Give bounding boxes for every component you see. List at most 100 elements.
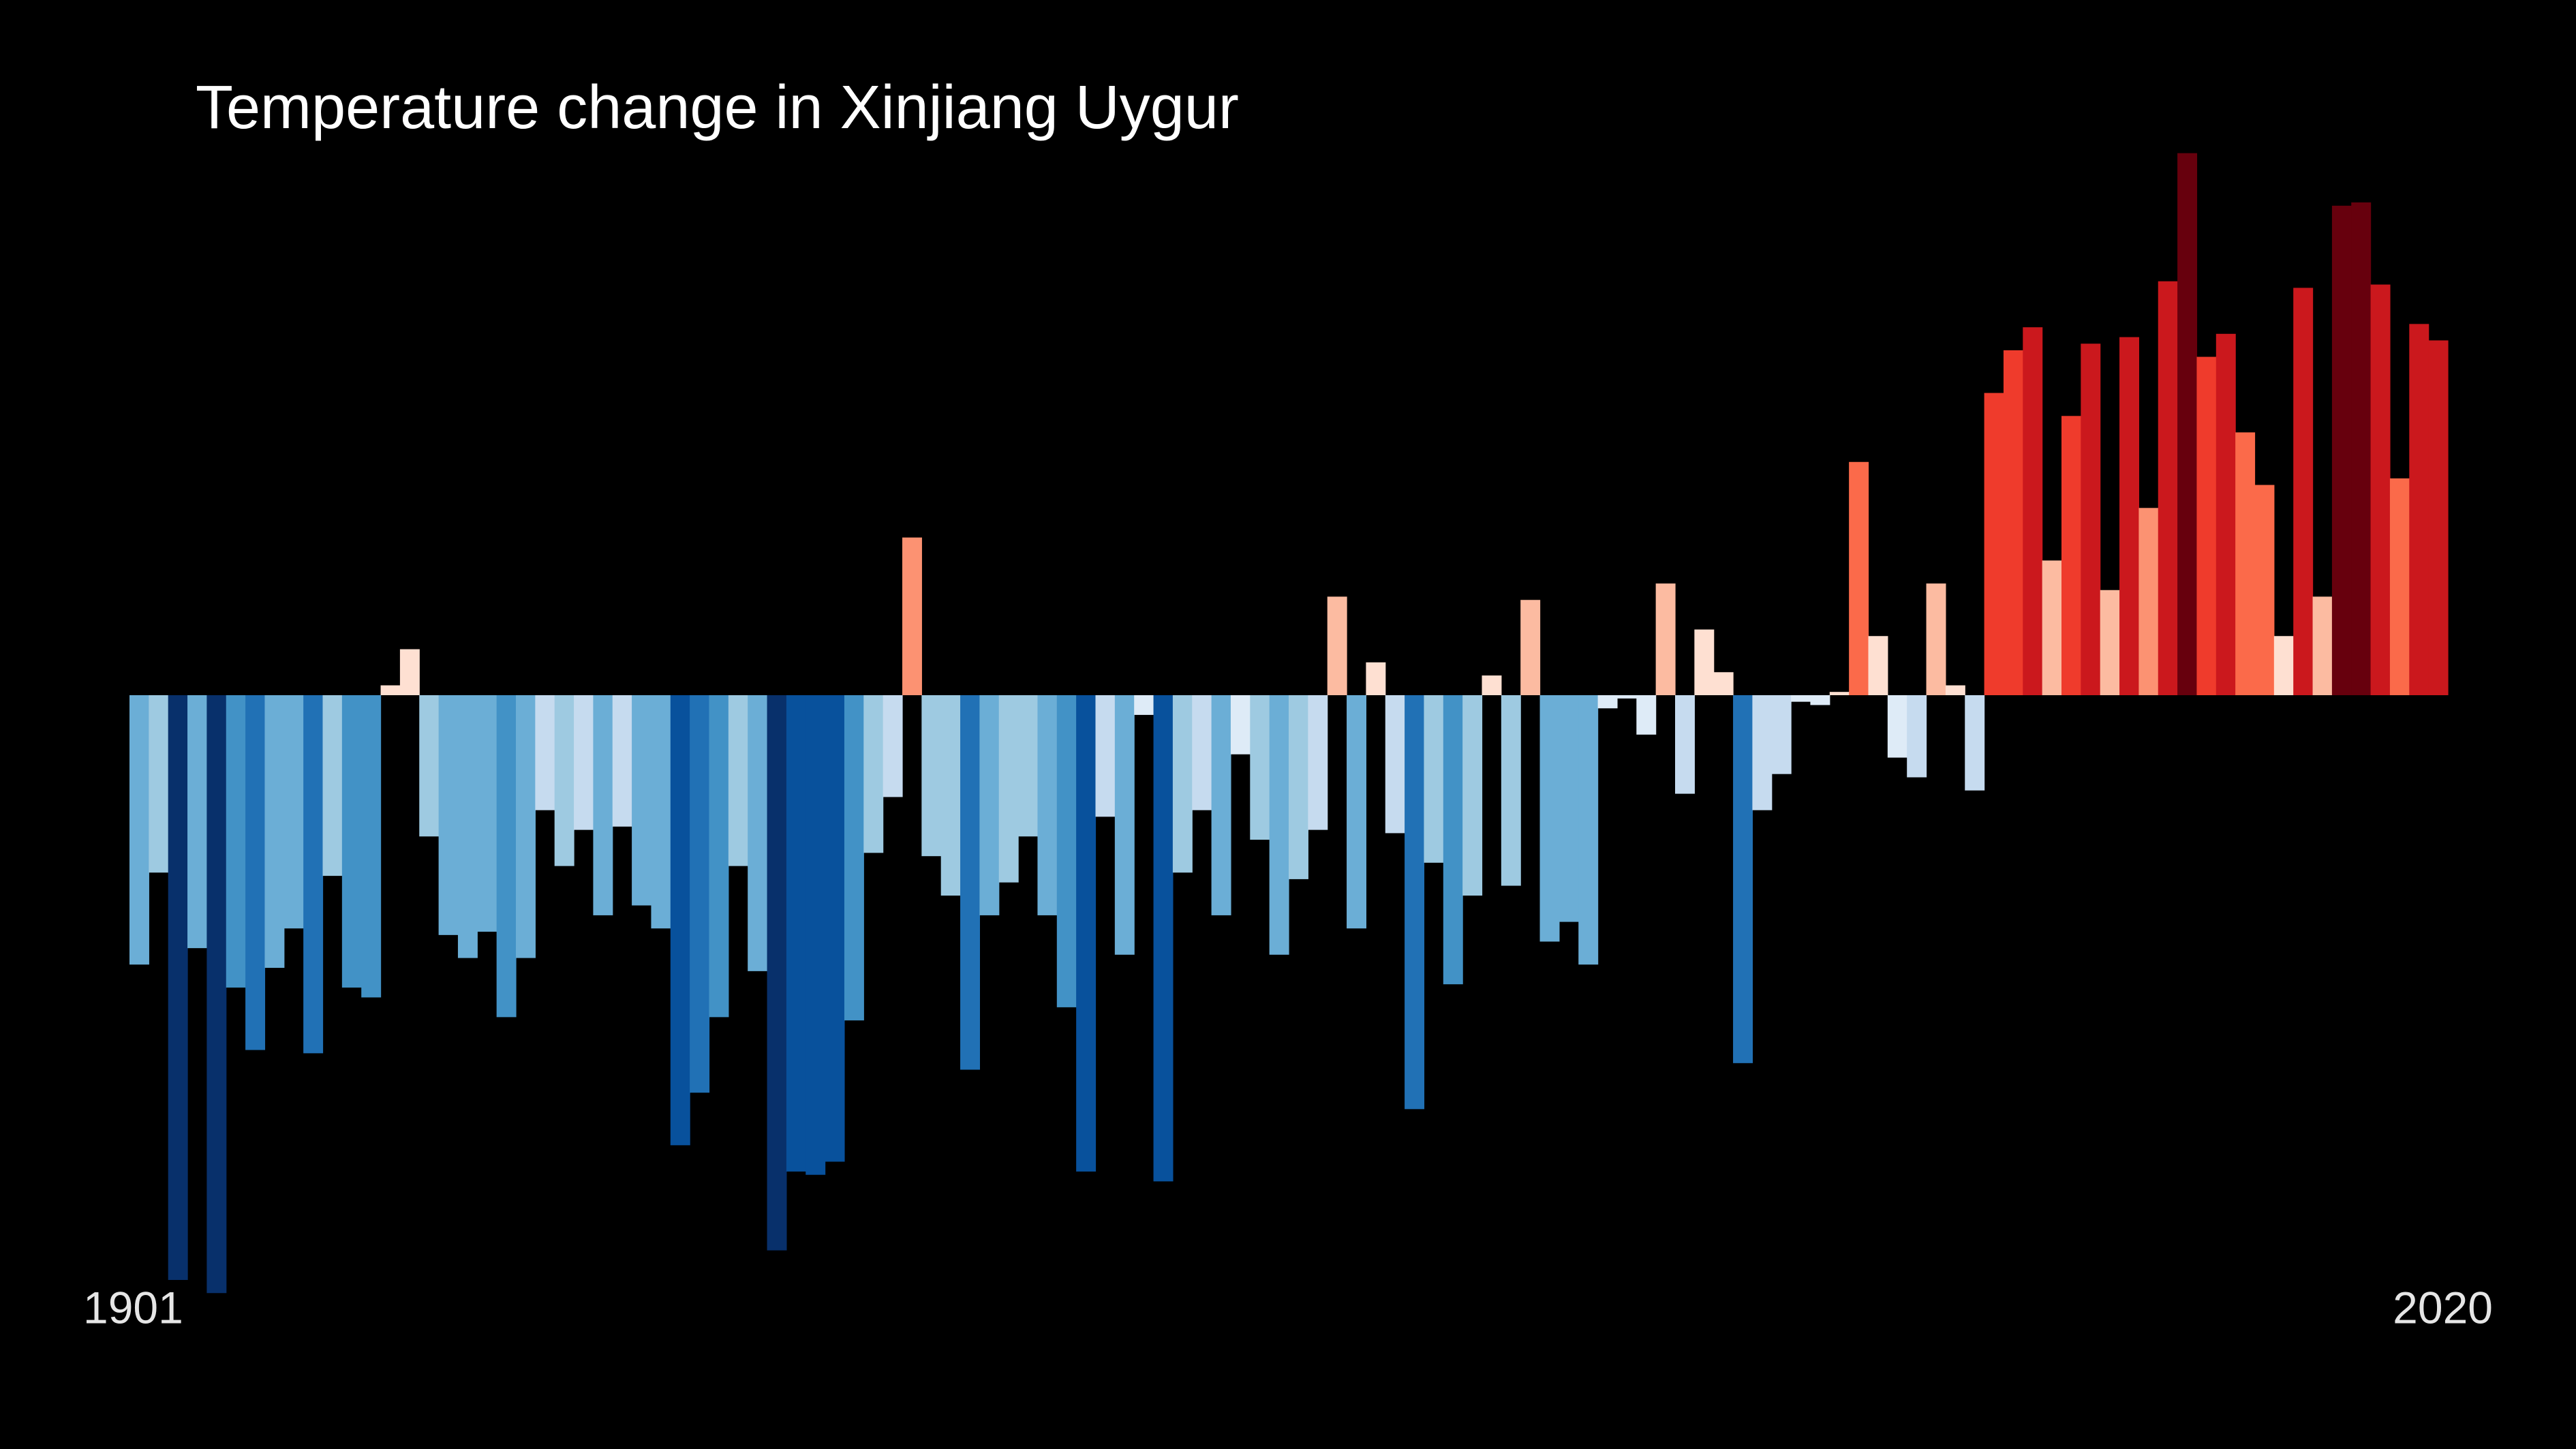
year-label: 2020 (2393, 1282, 2493, 1332)
bar (1462, 695, 1483, 896)
bar (2370, 284, 2391, 695)
bar (554, 695, 574, 866)
bar (1829, 692, 1850, 695)
bar (748, 695, 768, 971)
bar (1752, 695, 1773, 810)
year-label: 1901 (83, 1282, 183, 1332)
bar (2409, 324, 2429, 696)
bar (670, 695, 690, 1146)
bar (921, 695, 942, 857)
bar (2351, 202, 2372, 695)
bar (477, 695, 497, 932)
bar (1984, 393, 2004, 695)
bar (1713, 672, 1734, 695)
bar (1250, 695, 1270, 840)
bar (1810, 695, 1830, 705)
bar (902, 537, 922, 695)
bar (979, 695, 1000, 915)
bar (1230, 695, 1251, 754)
bar (1597, 695, 1618, 709)
bar (690, 695, 710, 1093)
bar (1385, 695, 1405, 834)
bar (1520, 600, 1541, 695)
bar (2100, 590, 2120, 695)
bar (1616, 695, 1637, 699)
bar (2389, 478, 2410, 695)
bar (612, 695, 632, 827)
bar (1501, 695, 1521, 886)
bar (1424, 695, 1444, 863)
bar (1192, 695, 1212, 810)
bar (1849, 461, 1869, 695)
bar (245, 695, 266, 1050)
bar (1887, 695, 1907, 758)
bar (226, 695, 246, 988)
bar (767, 695, 787, 1251)
bar (1539, 695, 1560, 942)
bar (863, 695, 884, 853)
bar (632, 695, 652, 906)
bar (149, 695, 169, 873)
bar (2177, 153, 2198, 695)
bar (2158, 281, 2178, 695)
bar (1945, 685, 1965, 695)
bar (1114, 695, 1135, 955)
bar (2312, 596, 2333, 695)
bar (1655, 583, 1676, 695)
bar (2428, 340, 2449, 695)
bar (1907, 695, 1927, 778)
bar (1578, 695, 1599, 965)
bar (1482, 675, 1502, 695)
bar (2331, 205, 2352, 695)
bar (1733, 695, 1753, 1063)
bar (206, 695, 227, 1294)
bar (399, 649, 420, 695)
bar (361, 695, 382, 998)
bar (496, 695, 517, 1018)
bar (438, 695, 459, 935)
bar (457, 695, 478, 958)
bar (825, 695, 845, 1162)
bar (1269, 695, 1289, 955)
bar (1018, 695, 1039, 837)
bar (1636, 695, 1657, 735)
bar (535, 695, 555, 810)
bar (844, 695, 864, 1021)
bar (2003, 350, 2023, 695)
bar (322, 695, 343, 876)
bar (129, 695, 149, 965)
bar (1347, 695, 1366, 929)
bar (380, 685, 401, 695)
bar (264, 695, 285, 968)
bar (516, 695, 536, 958)
bar (2061, 416, 2081, 695)
bar (2235, 432, 2256, 695)
bar (1694, 629, 1715, 695)
bar (1056, 695, 1077, 1007)
bar (2293, 288, 2314, 695)
bar (2081, 344, 2101, 695)
bar (651, 695, 671, 929)
bar (1926, 583, 1946, 695)
bar (960, 695, 980, 1070)
bar (1134, 695, 1154, 715)
bar (1327, 596, 1347, 695)
bar (806, 695, 826, 1175)
bar (998, 695, 1019, 883)
bar (1095, 695, 1116, 817)
bar (1868, 636, 1888, 695)
bar (1366, 662, 1386, 695)
bar (2254, 485, 2275, 695)
bar (1153, 695, 1174, 1182)
bar (2023, 327, 2043, 695)
chart-title: Temperature change in Xinjiang Uygur (196, 74, 1239, 142)
bar (2042, 560, 2062, 695)
bar (2119, 337, 2139, 695)
bar (709, 695, 729, 1018)
bar (1559, 695, 1579, 922)
bar (574, 695, 594, 830)
bar (419, 695, 440, 837)
bar (2196, 356, 2217, 695)
